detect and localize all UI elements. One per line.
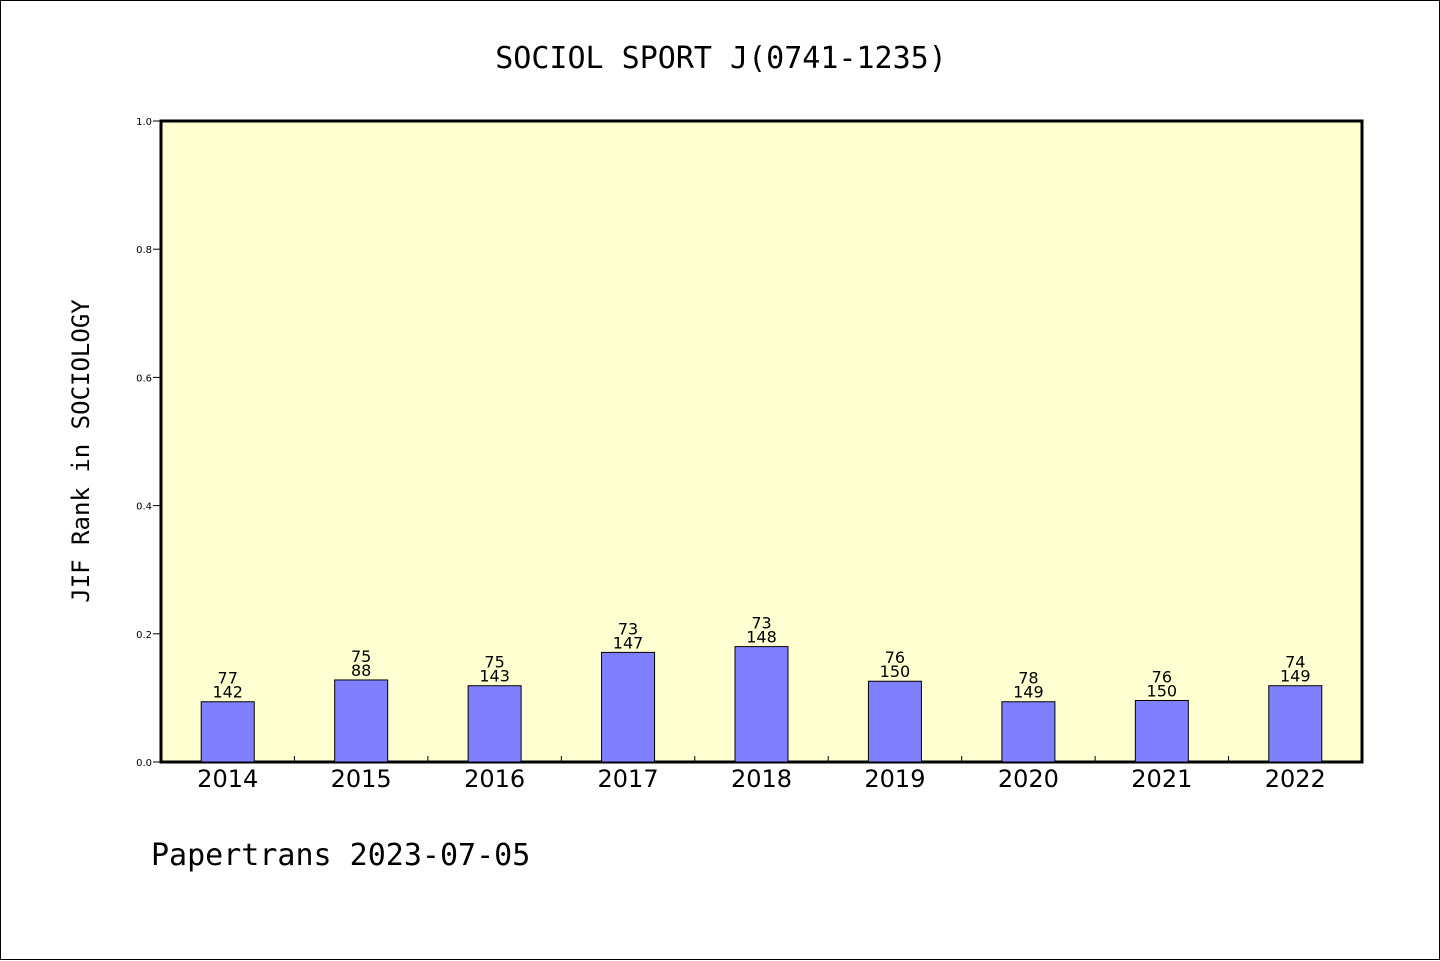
bar bbox=[867, 680, 922, 763]
y-tick-label: 0.8 bbox=[136, 245, 152, 256]
bar-rank-label: 75 bbox=[351, 647, 371, 666]
x-tick-label: 2016 bbox=[464, 765, 525, 793]
y-axis: 0.0 0.2 0.4 0.6 0.8 1.0 bbox=[136, 117, 161, 769]
bar bbox=[467, 685, 522, 763]
bar-rank-label: 74 bbox=[1285, 653, 1305, 672]
bar bbox=[734, 646, 789, 763]
x-tick-label: 2018 bbox=[731, 765, 792, 793]
bar-rank-label: 75 bbox=[484, 653, 504, 672]
bar-rank-label: 76 bbox=[1152, 667, 1172, 686]
y-tick-label: 0.4 bbox=[136, 502, 152, 513]
x-tick-label: 2015 bbox=[331, 765, 392, 793]
footer-credit: Papertrans 2023-07-05 bbox=[151, 838, 530, 873]
bar-total-label: 150 bbox=[880, 662, 911, 681]
bar-total-label: 88 bbox=[351, 661, 371, 680]
bar-rank-label: 73 bbox=[751, 614, 771, 633]
bar bbox=[1001, 701, 1056, 763]
bar-total-label: 149 bbox=[1013, 683, 1044, 702]
bar-total-label: 150 bbox=[1147, 681, 1178, 700]
bar bbox=[1268, 685, 1323, 763]
x-tick-label: 2019 bbox=[864, 765, 925, 793]
x-tick-label: 2022 bbox=[1265, 765, 1326, 793]
bar-total-label: 147 bbox=[613, 633, 644, 652]
bar-rank-label: 76 bbox=[885, 648, 905, 667]
chart-title: SOCIOL SPORT J(0741-1235) bbox=[495, 41, 947, 76]
x-axis: 2014 2015 2016 2017 2018 2019 2020 2021 2022 bbox=[197, 756, 1326, 793]
bar-total-label: 149 bbox=[1280, 667, 1311, 686]
y-tick-label: 1.0 bbox=[136, 117, 152, 128]
x-tick-label: 2014 bbox=[197, 765, 258, 793]
x-tick-label: 2017 bbox=[598, 765, 659, 793]
bar bbox=[200, 701, 255, 763]
bar-total-label: 142 bbox=[212, 683, 243, 702]
bar bbox=[334, 679, 389, 763]
y-tick-label: 0.0 bbox=[136, 758, 152, 769]
x-tick-label: 2021 bbox=[1131, 765, 1192, 793]
bar-total-label: 143 bbox=[479, 667, 510, 686]
bar-rank-label: 77 bbox=[218, 669, 238, 688]
bar bbox=[1134, 699, 1189, 763]
bar-rank-label: 73 bbox=[618, 619, 638, 638]
bar-rank-label: 78 bbox=[1018, 669, 1038, 688]
y-tick-label: 0.6 bbox=[136, 373, 152, 384]
x-tick-label: 2020 bbox=[998, 765, 1059, 793]
bar-total-label: 148 bbox=[746, 628, 777, 647]
y-tick-label: 0.2 bbox=[136, 630, 152, 641]
bar bbox=[601, 651, 656, 763]
y-axis-label: JIF Rank in SOCIOLOGY bbox=[67, 299, 95, 603]
